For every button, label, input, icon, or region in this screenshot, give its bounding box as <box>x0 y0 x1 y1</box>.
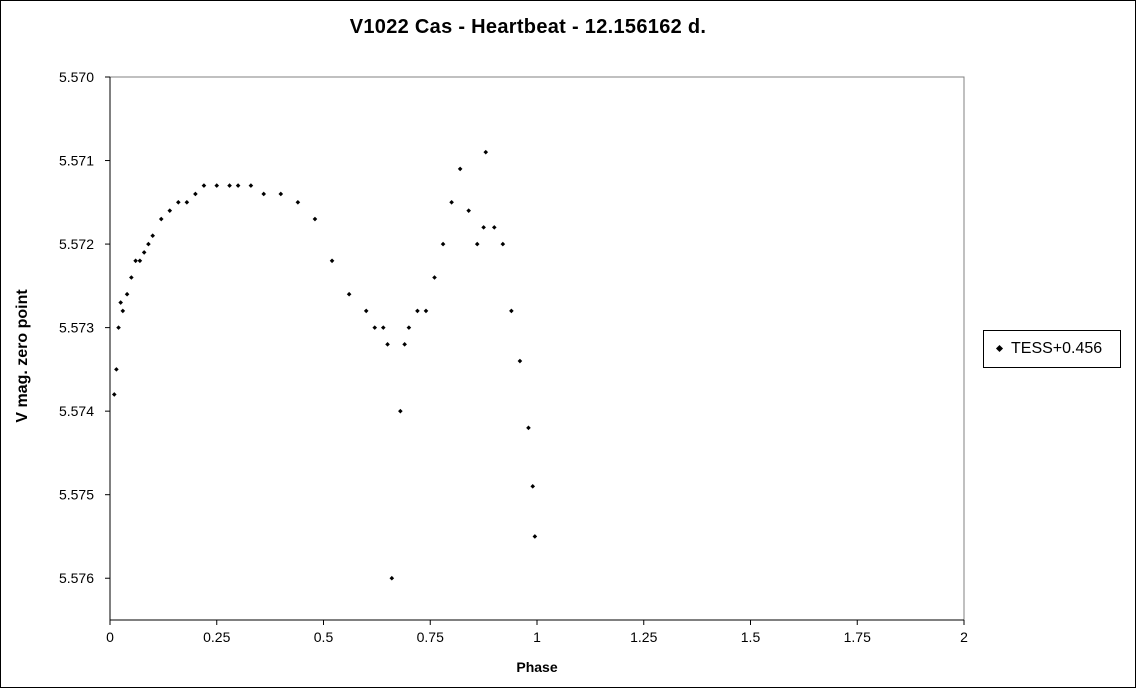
data-point <box>509 308 514 314</box>
y-tick-label: 5.573 <box>59 320 94 336</box>
data-point <box>124 291 130 297</box>
data-point <box>146 241 151 247</box>
y-axis-label: V mag. zero point <box>14 289 31 423</box>
data-point <box>129 275 134 280</box>
data-point <box>184 200 190 205</box>
data-point <box>474 241 480 247</box>
data-point <box>118 300 123 305</box>
data-point <box>481 225 486 230</box>
data-point <box>116 325 121 330</box>
data-point <box>235 183 241 188</box>
data-point <box>346 291 352 297</box>
data-point <box>141 250 147 255</box>
chart-title: V1022 Cas - Heartbeat - 12.156162 d. <box>349 16 707 38</box>
x-tick-label: 0.75 <box>417 629 444 645</box>
data-point <box>423 308 429 314</box>
y-tick-label: 5.571 <box>59 153 94 169</box>
x-tick-label: 1.25 <box>630 629 657 645</box>
data-point <box>432 275 437 280</box>
data-point <box>111 392 117 397</box>
data-point <box>158 216 164 222</box>
data-point <box>389 575 395 581</box>
legend: TESS+0.456 <box>983 330 1121 368</box>
data-point <box>500 241 506 247</box>
x-tick-label: 0 <box>106 629 114 645</box>
y-tick-label: 5.575 <box>59 487 94 503</box>
data-point <box>114 367 119 372</box>
data-point <box>380 325 386 330</box>
data-point <box>402 342 407 347</box>
data-point <box>312 216 318 222</box>
data-point <box>483 149 489 155</box>
x-axis-label: Phase <box>516 659 558 675</box>
data-point <box>248 183 254 188</box>
data-point <box>457 166 463 172</box>
y-tick-label: 5.570 <box>59 69 94 85</box>
data-point <box>227 183 232 188</box>
y-tick-label: 5.572 <box>59 236 94 252</box>
data-point <box>526 425 531 431</box>
data-point <box>176 200 181 205</box>
x-tick-label: 1.5 <box>741 629 761 645</box>
data-point <box>372 325 378 330</box>
data-point <box>466 208 471 213</box>
data-point <box>329 258 335 264</box>
data-point <box>278 191 284 197</box>
plot-border <box>109 76 965 621</box>
data-point <box>492 225 497 230</box>
x-tick-label: 1.75 <box>844 629 871 645</box>
y-tick-label: 5.574 <box>59 403 94 419</box>
data-point <box>449 200 454 205</box>
x-tick-label: 1 <box>533 629 541 645</box>
data-point <box>385 342 390 347</box>
data-point <box>532 534 538 539</box>
data-point <box>201 183 207 188</box>
x-tick-label: 0.5 <box>314 629 334 645</box>
data-point <box>261 191 267 197</box>
data-point <box>517 358 523 364</box>
legend-label: TESS+0.456 <box>1011 340 1103 357</box>
data-point <box>398 408 403 414</box>
data-point <box>150 233 155 239</box>
data-point <box>214 183 220 188</box>
data-point <box>363 308 369 314</box>
data-point <box>440 241 446 247</box>
axes <box>109 76 965 621</box>
data-point <box>137 258 143 264</box>
y-tick-label: 5.576 <box>59 570 94 586</box>
data-point <box>120 308 126 314</box>
data-point <box>415 308 420 314</box>
data-points <box>111 149 538 581</box>
x-tick-label: 2 <box>960 629 968 645</box>
data-point <box>295 200 301 205</box>
data-point <box>530 484 536 489</box>
data-point <box>406 325 412 330</box>
data-point <box>167 208 173 213</box>
x-tick-label: 0.25 <box>203 629 230 645</box>
axis-ticks: 0 0.25 0.5 0.75 1 1.25 1.5 1.75 2 5.570 5.571 5.572… <box>59 69 968 645</box>
data-point <box>193 191 198 197</box>
data-point <box>133 258 138 264</box>
diamond-marker-icon <box>995 344 1004 353</box>
